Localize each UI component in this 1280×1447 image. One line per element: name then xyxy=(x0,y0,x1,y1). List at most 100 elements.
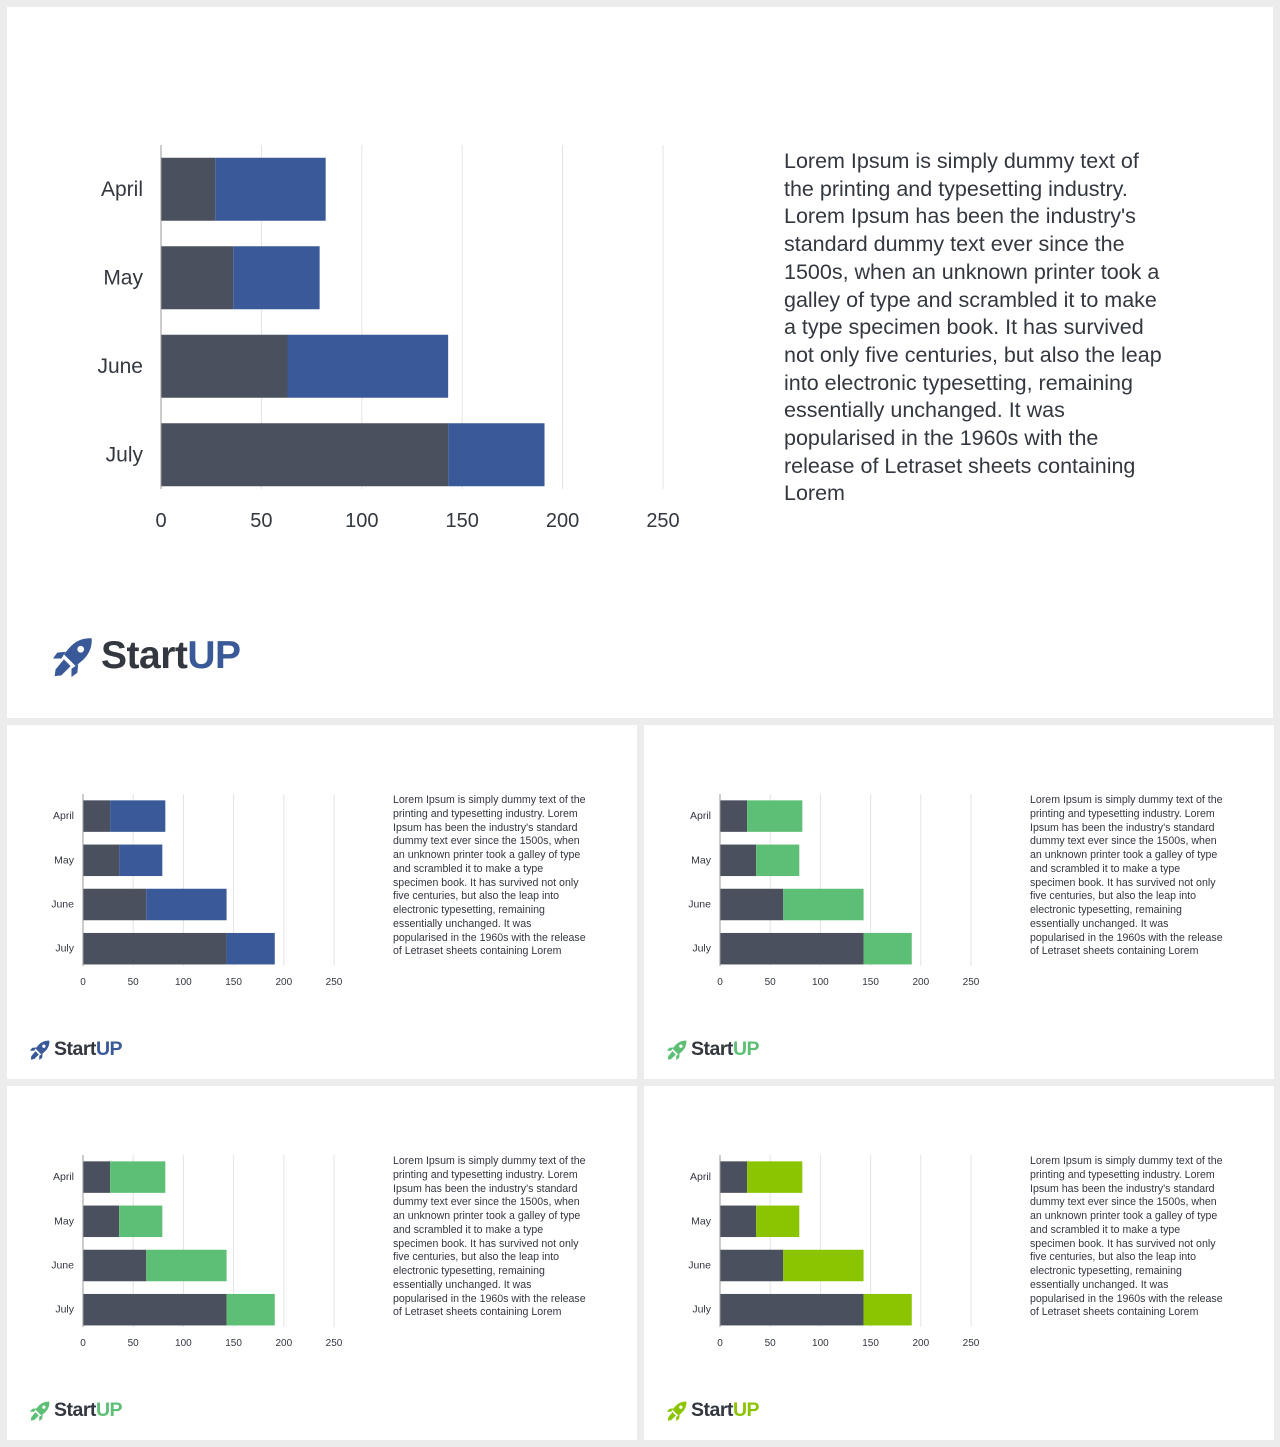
category-label: April xyxy=(53,810,74,822)
logo-up: UP xyxy=(732,1038,760,1060)
bar-may-series-2 xyxy=(119,844,163,877)
x-tick-label: 100 xyxy=(812,977,829,988)
bar-june-series-1 xyxy=(161,334,288,398)
rocket-flame xyxy=(30,1051,39,1060)
category-label: June xyxy=(688,899,711,911)
bar-june-series-2 xyxy=(783,1249,864,1282)
description-text: Lorem Ipsum is simply dummy text of the … xyxy=(1030,794,1223,958)
x-tick-label: 0 xyxy=(717,1338,723,1349)
bar-april-series-2 xyxy=(747,800,803,832)
bar-chart: April May June July 0 50 100 150 200 250 xyxy=(51,794,343,988)
category-label: July xyxy=(692,943,711,955)
x-tick-label: 150 xyxy=(225,1338,242,1349)
bar-may-series-2 xyxy=(119,1205,163,1238)
description-text: Lorem Ipsum is simply dummy text of the … xyxy=(1030,1155,1223,1319)
logo: StartUP xyxy=(667,1399,760,1422)
rocket-body xyxy=(63,638,92,667)
x-tick-label: 100 xyxy=(175,977,192,988)
x-tick-label: 200 xyxy=(546,510,579,532)
logo-text: StartUP xyxy=(54,1038,123,1061)
x-tick-label: 50 xyxy=(765,1338,777,1349)
x-tick-label: 50 xyxy=(128,1338,140,1349)
rocket-fin-right xyxy=(39,1414,43,1421)
x-tick-label: 250 xyxy=(646,510,679,532)
slide-blue-variant: April May June July 0 50 100 150 200 250 Lorem Ip… xyxy=(7,725,637,1079)
rocket-fin-left xyxy=(667,1047,674,1051)
logo-text: StartUP xyxy=(101,634,241,678)
logo-start: Start xyxy=(101,634,188,677)
bar-june-series-1 xyxy=(83,1249,147,1282)
x-tick-label: 50 xyxy=(250,510,272,532)
category-label: May xyxy=(54,854,75,866)
category-label: April xyxy=(690,810,711,822)
bar-july-series-2 xyxy=(863,1293,912,1326)
logo-up: UP xyxy=(187,634,241,677)
category-label: May xyxy=(103,266,143,289)
rocket-window xyxy=(679,1044,683,1048)
category-label: April xyxy=(101,178,143,201)
bar-may-series-2 xyxy=(233,246,320,310)
x-tick-label: 50 xyxy=(128,977,140,988)
x-tick-label: 200 xyxy=(275,977,292,988)
category-label: April xyxy=(690,1171,711,1183)
bar-june-series-2 xyxy=(146,1249,227,1282)
x-tick-label: 150 xyxy=(446,510,479,532)
logo-start: Start xyxy=(54,1038,96,1060)
x-tick-label: 100 xyxy=(812,1338,829,1349)
description-text: Lorem Ipsum is simply dummy text of the … xyxy=(393,794,586,958)
slide-green-variant-2: April May June July 0 50 100 150 200 250 Lorem Ip… xyxy=(7,1086,637,1440)
bar-chart: April May June July 0 50 100 150 200 250 xyxy=(688,1155,980,1349)
bar-july-series-2 xyxy=(226,932,275,965)
bar-july-series-1 xyxy=(720,932,864,965)
rocket-fin-left xyxy=(30,1047,37,1051)
x-tick-label: 200 xyxy=(275,1338,292,1349)
category-label: April xyxy=(53,1171,74,1183)
bar-may-series-1 xyxy=(83,844,120,877)
bar-april-series-1 xyxy=(720,1161,748,1193)
category-label: July xyxy=(692,1304,711,1316)
bar-may-series-1 xyxy=(83,1205,120,1238)
bar-june-series-1 xyxy=(720,1249,784,1282)
category-label: May xyxy=(691,1215,712,1227)
rocket-icon xyxy=(667,1040,687,1060)
logo-text: StartUP xyxy=(691,1038,760,1061)
rocket-fin-left xyxy=(30,1408,37,1412)
logo-up: UP xyxy=(95,1399,123,1421)
rocket-body xyxy=(35,1401,50,1416)
slide-lime-variant: April May June July 0 50 100 150 200 250 Lorem Ip… xyxy=(644,1086,1274,1440)
bar-april-series-1 xyxy=(161,157,216,221)
rocket-flame xyxy=(667,1412,676,1421)
category-label: July xyxy=(55,1304,74,1316)
description-text: Lorem Ipsum is simply dummy text of the … xyxy=(784,149,1162,506)
logo: StartUP xyxy=(667,1038,760,1061)
bar-july-series-2 xyxy=(448,423,545,487)
category-label: May xyxy=(691,854,712,866)
x-tick-label: 250 xyxy=(326,977,343,988)
bar-april-series-1 xyxy=(83,800,111,832)
bar-april-series-2 xyxy=(747,1161,803,1193)
x-tick-label: 50 xyxy=(765,977,777,988)
slide-main: April May June July 0 50 100 150 200 250 Lorem Ip… xyxy=(7,7,1273,718)
bar-april-series-2 xyxy=(110,1161,166,1193)
logo: StartUP xyxy=(30,1399,123,1422)
bar-may-series-2 xyxy=(756,844,800,877)
x-tick-label: 200 xyxy=(912,977,929,988)
x-tick-label: 0 xyxy=(80,1338,86,1349)
x-tick-label: 200 xyxy=(912,1338,929,1349)
x-tick-label: 250 xyxy=(326,1338,343,1349)
rocket-flame xyxy=(54,659,71,677)
rocket-fin-right xyxy=(676,1053,680,1060)
bar-april-series-1 xyxy=(83,1161,111,1193)
x-tick-label: 100 xyxy=(175,1338,192,1349)
bar-chart: April May June July 0 50 100 150 200 250 xyxy=(97,145,680,532)
bar-may-series-2 xyxy=(756,1205,800,1238)
rocket-flame xyxy=(667,1051,676,1060)
bar-april-series-1 xyxy=(720,800,748,832)
logo: StartUP xyxy=(53,634,241,678)
bar-june-series-2 xyxy=(287,334,449,398)
logo-start: Start xyxy=(691,1038,733,1060)
rocket-window xyxy=(42,1405,46,1409)
bar-july-series-2 xyxy=(863,932,912,965)
description-text: Lorem Ipsum is simply dummy text of the … xyxy=(393,1155,586,1319)
bar-june-series-2 xyxy=(146,888,227,921)
